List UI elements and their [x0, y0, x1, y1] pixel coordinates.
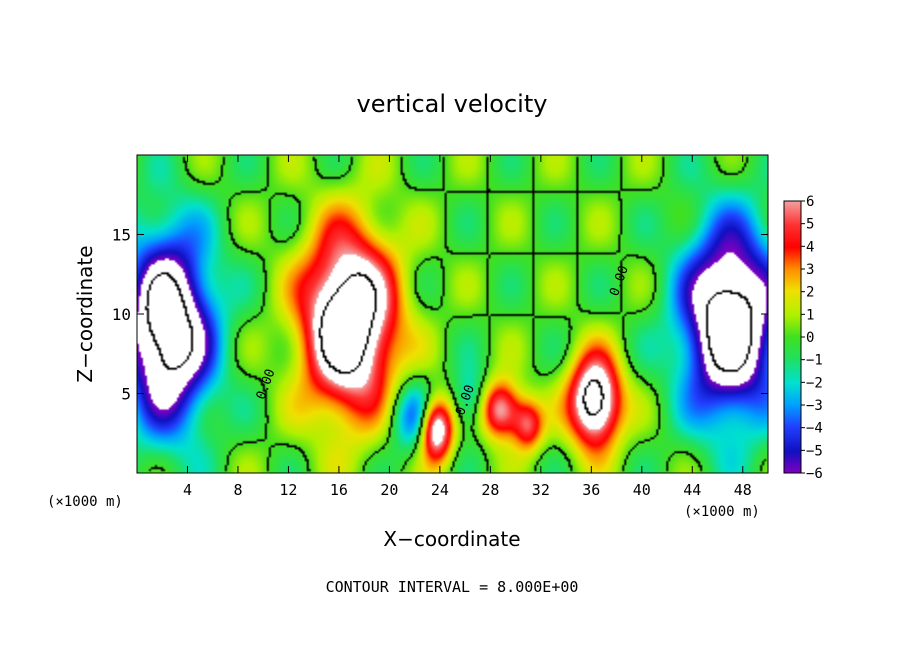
colorbar-tick-label: 5	[806, 217, 814, 233]
x-tick-label: 32	[532, 481, 550, 499]
colorbar-tick-label: 1	[806, 307, 814, 323]
x-axis-ticks: 4 8 12 16 20 24 28 32 36 40 44 48	[183, 155, 752, 499]
x-tick-label: 20	[380, 481, 398, 499]
x-tick-label: 36	[582, 481, 600, 499]
x-axis-label: X−coordinate	[383, 527, 520, 551]
colorbar-tick-label: −1	[806, 353, 823, 369]
colorbar-tick-label: 2	[806, 285, 814, 301]
colorbar: 6 5 4 3 2 1 0 −1 −2 −3 −4 −5 −6	[783, 194, 823, 482]
y-tick-label: 15	[112, 226, 131, 245]
x-tick-label: 28	[481, 481, 499, 499]
colorbar-tick-label: −4	[806, 421, 823, 437]
colorbar-tick-label: 0	[806, 330, 814, 346]
chart-title: vertical velocity	[357, 90, 548, 118]
x-unit-label-right: (×1000 m)	[684, 504, 760, 520]
contour-interval-footer: CONTOUR INTERVAL = 8.000E+00	[326, 578, 579, 596]
colorbar-tick-label: 6	[806, 194, 814, 210]
x-unit-label: (×1000 m)	[47, 494, 123, 510]
x-tick-label: 12	[279, 481, 297, 499]
plot-area: 0.00 0.000.00	[137, 155, 768, 473]
x-tick-label: 24	[431, 481, 449, 499]
colorbar-tick-label: 3	[806, 262, 814, 278]
colorbar-gradient	[783, 200, 802, 474]
x-tick-label: 8	[233, 481, 242, 499]
colorbar-tick-label: 4	[806, 239, 814, 255]
y-axis-ticks: 5 10 15	[112, 226, 768, 404]
x-tick-label: 16	[330, 481, 348, 499]
y-tick-label: 10	[112, 305, 131, 324]
colorbar-tick-label: −6	[806, 466, 823, 482]
colorbar-tick-label: −2	[806, 375, 823, 391]
colorbar-ticks: 6 5 4 3 2 1 0 −1 −2 −3 −4 −5 −6	[801, 194, 823, 482]
colorbar-tick-label: −5	[806, 443, 823, 459]
x-tick-label: 44	[683, 481, 701, 499]
x-tick-label: 48	[734, 481, 752, 499]
x-tick-label: 4	[183, 481, 192, 499]
x-tick-label: 40	[633, 481, 651, 499]
y-tick-label: 5	[121, 385, 131, 404]
y-axis-label: Z−coordinate	[73, 245, 97, 382]
heatmap-field	[137, 155, 768, 473]
colorbar-tick-label: −3	[806, 398, 823, 414]
